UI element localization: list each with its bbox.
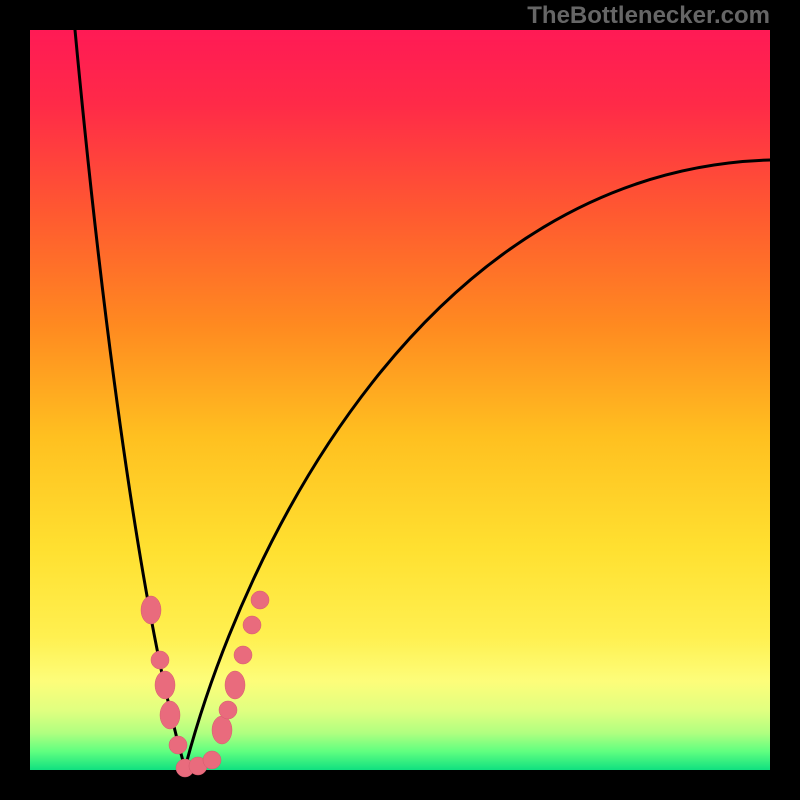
data-marker [160, 701, 180, 729]
data-marker [251, 591, 269, 609]
data-marker [141, 596, 161, 624]
gradient-background [30, 30, 770, 770]
chart-container: TheBottlenecker.com [0, 0, 800, 800]
data-marker [203, 751, 221, 769]
data-marker [234, 646, 252, 664]
data-marker [225, 671, 245, 699]
plot-area [30, 30, 770, 770]
chart-svg [30, 30, 770, 770]
data-marker [243, 616, 261, 634]
data-marker [151, 651, 169, 669]
data-marker [155, 671, 175, 699]
data-marker [212, 716, 232, 744]
watermark-text: TheBottlenecker.com [527, 2, 770, 30]
data-marker [219, 701, 237, 719]
data-marker [169, 736, 187, 754]
